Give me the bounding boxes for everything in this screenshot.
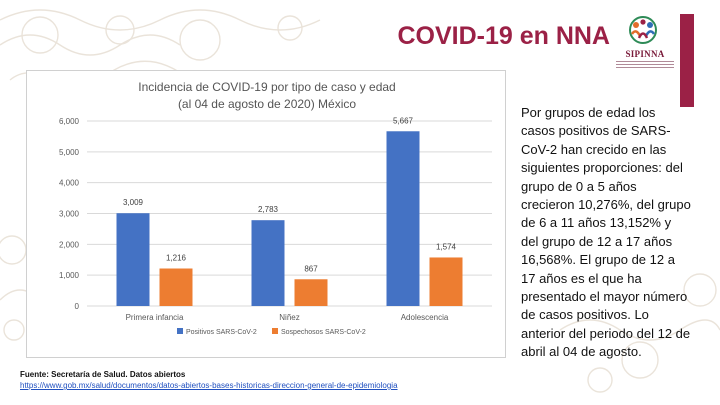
x-tick-label: Adolescencia	[401, 313, 449, 322]
axis-labels: 0 1,000 2,000 3,000 4,000 5,000 6,000 Primera i…	[59, 117, 449, 322]
bar	[251, 220, 285, 306]
bar	[386, 131, 420, 306]
logo-subtitle-lines	[616, 61, 674, 73]
y-tick-label: 3,000	[59, 210, 80, 219]
legend: Positivos SARS-CoV-2 Sospechosos SARS-CoV…	[177, 328, 366, 336]
logo-text: SIPINNA	[625, 49, 665, 59]
source-note: Fuente: Secretaría de Salud. Datos abier…	[20, 369, 580, 391]
slide-title: COVID-19 en NNA	[397, 22, 610, 50]
legend-label: Positivos SARS-CoV-2	[186, 329, 257, 336]
analysis-paragraph: Por grupos de edad los casos positivos d…	[521, 105, 691, 360]
bars	[116, 131, 463, 306]
chart-title: Incidencia de COVID-19 por tipo de caso …	[138, 80, 395, 94]
y-tick-label: 0	[75, 302, 80, 311]
data-labels: 3,009 1,216 2,783 867 5,667 1,574	[123, 116, 457, 273]
y-tick-label: 4,000	[59, 179, 80, 188]
x-tick-label: Niñez	[279, 313, 299, 322]
bar-chart: Incidencia de COVID-19 por tipo de caso …	[59, 80, 492, 336]
bar	[429, 257, 463, 306]
bar	[116, 213, 150, 306]
legend-swatch	[272, 328, 278, 334]
data-label: 1,574	[436, 242, 457, 251]
legend-label: Sospechosos SARS-CoV-2	[281, 329, 366, 336]
data-label: 1,216	[166, 254, 187, 263]
sipinna-logo-icon	[629, 16, 657, 44]
bar	[159, 268, 193, 306]
x-tick-label: Primera infancia	[126, 313, 184, 322]
accent-bar	[680, 14, 694, 107]
data-label: 2,783	[258, 205, 279, 214]
y-tick-label: 6,000	[59, 117, 80, 126]
source-link[interactable]: https://www.gob.mx/salud/documentos/dato…	[20, 381, 398, 390]
source-label: Fuente: Secretaría de Salud. Datos abier…	[20, 370, 186, 379]
y-tick-label: 2,000	[59, 240, 80, 249]
chart-subtitle: (al 04 de agosto de 2020) México	[178, 97, 356, 111]
data-label: 867	[304, 264, 318, 273]
y-tick-label: 5,000	[59, 148, 80, 157]
data-label: 5,667	[393, 116, 414, 125]
chart-container: Incidencia de COVID-19 por tipo de caso …	[26, 70, 506, 358]
grid	[87, 120, 492, 307]
data-label: 3,009	[123, 198, 144, 207]
legend-swatch	[177, 328, 183, 334]
y-tick-label: 1,000	[59, 271, 80, 280]
bar	[294, 279, 328, 306]
